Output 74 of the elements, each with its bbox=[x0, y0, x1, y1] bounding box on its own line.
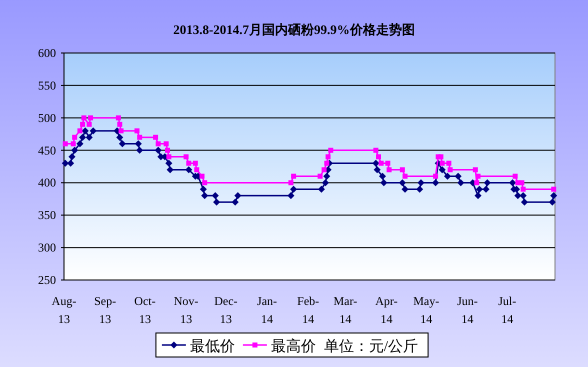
point bbox=[194, 167, 200, 172]
text: 单位：元/公斤 bbox=[324, 339, 418, 355]
y-tick-label: 250 bbox=[38, 273, 56, 287]
point bbox=[472, 167, 478, 172]
point bbox=[118, 128, 124, 134]
x-tick-label: Dec-13 bbox=[214, 294, 238, 326]
point bbox=[322, 167, 327, 172]
legend-label: 最低价 bbox=[190, 338, 235, 355]
point bbox=[378, 160, 384, 166]
point bbox=[520, 186, 526, 192]
legend-label: 最高价 bbox=[270, 338, 316, 355]
point bbox=[476, 174, 481, 179]
point bbox=[400, 167, 405, 172]
point bbox=[433, 174, 438, 179]
y-tick-label: 450 bbox=[38, 143, 56, 158]
x-tick-label: Aug-13 bbox=[52, 294, 76, 326]
point bbox=[200, 174, 205, 179]
point bbox=[116, 115, 121, 120]
point bbox=[134, 128, 140, 134]
point bbox=[72, 134, 78, 140]
point bbox=[164, 141, 169, 146]
y-tick-label: 550 bbox=[38, 78, 56, 92]
point bbox=[88, 115, 94, 120]
point bbox=[137, 134, 142, 140]
point bbox=[512, 174, 518, 179]
point bbox=[446, 160, 452, 166]
point bbox=[373, 148, 378, 153]
point bbox=[192, 160, 198, 166]
x-tick-label: Nov-13 bbox=[174, 294, 198, 326]
point bbox=[77, 128, 82, 134]
point bbox=[328, 148, 334, 153]
point bbox=[385, 160, 390, 166]
y-tick-label: 600 bbox=[38, 46, 56, 60]
point bbox=[440, 160, 445, 166]
x-tick-label: Mar-14 bbox=[333, 294, 358, 326]
point bbox=[448, 167, 453, 172]
point bbox=[402, 174, 408, 179]
x-tick-label: Apr-14 bbox=[375, 294, 398, 326]
x-tick-label: Jul-14 bbox=[498, 294, 516, 326]
point bbox=[326, 154, 331, 160]
point bbox=[166, 154, 172, 160]
point bbox=[318, 174, 323, 179]
point bbox=[80, 122, 86, 127]
x-tick-label: May-14 bbox=[413, 294, 440, 326]
point bbox=[62, 141, 68, 146]
point bbox=[186, 160, 192, 166]
x-tick-label: Oct-13 bbox=[134, 294, 156, 326]
point bbox=[288, 180, 294, 186]
y-tick-label: 350 bbox=[38, 208, 56, 222]
point bbox=[551, 186, 556, 192]
point bbox=[474, 180, 480, 186]
point bbox=[438, 154, 444, 160]
point bbox=[202, 180, 208, 186]
point bbox=[291, 174, 296, 179]
x-tick-label: Jan-14 bbox=[257, 294, 278, 326]
point bbox=[156, 141, 161, 146]
point bbox=[86, 122, 92, 127]
point bbox=[165, 148, 170, 153]
y-tick-label: 400 bbox=[38, 176, 56, 190]
y-tick-label: 500 bbox=[38, 110, 56, 125]
x-tick-label: Sep-13 bbox=[94, 294, 116, 326]
point bbox=[81, 115, 86, 120]
point bbox=[519, 180, 524, 186]
point bbox=[184, 154, 189, 160]
x-tick-label: Feb-14 bbox=[297, 294, 320, 326]
x-tick-label: Jun-14 bbox=[457, 294, 478, 326]
point bbox=[386, 167, 392, 172]
point bbox=[324, 160, 330, 166]
point bbox=[376, 154, 382, 160]
point bbox=[70, 141, 76, 146]
y-tick-label: 300 bbox=[38, 240, 56, 255]
point bbox=[117, 122, 122, 127]
chart-title: 2013.8-2014.7月国内硒粉99.9%价格走势图 bbox=[173, 22, 415, 37]
point bbox=[153, 134, 158, 140]
